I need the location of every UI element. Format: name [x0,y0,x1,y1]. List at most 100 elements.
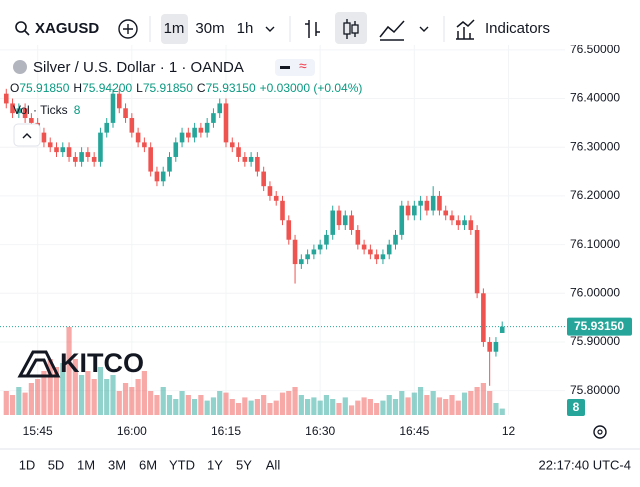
range-button[interactable]: 5D [48,457,65,472]
area-icon[interactable] [379,20,405,41]
volume-bar [399,391,405,415]
volume-bar [160,387,166,415]
volume-bar [487,391,493,415]
y-tick-label: 76.30000 [570,139,620,153]
volume-bar [154,395,160,415]
status-value: 75.94200 [82,81,132,95]
candle-body [129,118,135,133]
volume-bar [330,399,336,415]
indicators-button[interactable]: Indicators [485,20,550,37]
bars-icon[interactable] [305,20,320,38]
volume-bar [461,392,468,415]
volume-title: Vol · Ticks [13,103,68,117]
range-button[interactable]: 6M [139,457,157,472]
collapse-icon [22,133,32,139]
candle-body [229,142,235,148]
candle-body [267,186,273,196]
symbol[interactable]: XAGUSD [35,20,99,37]
candle-body [173,142,179,157]
volume-bar [248,400,254,415]
candle-body [399,205,405,235]
volume-bar [223,392,229,415]
volume-bar [35,379,41,415]
candle-body [22,108,28,119]
candle-body [437,195,442,211]
candle-body [368,249,373,255]
interval-selected [161,14,188,44]
indicators-icon[interactable] [456,19,475,40]
y-tick-label: 76.20000 [570,188,620,202]
y-tick-label: 76.50000 [570,42,620,56]
interval[interactable]: 30m [195,20,224,37]
volume-bar [166,395,173,415]
candle-body [186,132,191,138]
status-label: H [73,81,82,95]
volume-badge-label: 8 [573,400,580,414]
volume-bar [455,400,461,415]
volume-bar [85,371,91,415]
status-value: 75.91850 [143,81,193,95]
volume-badge [567,399,585,416]
volume-bar [323,395,330,415]
volume-bar [392,399,399,415]
interval[interactable]: 1m [164,20,185,37]
range-button[interactable]: 1M [77,457,95,472]
volume-bar [198,395,204,415]
volume-bar [9,395,16,415]
candle-body [79,152,84,162]
range-button[interactable]: 1D [19,457,36,472]
watermark: KITCO [17,348,144,378]
candle-body [286,220,292,240]
candle-body [405,205,411,216]
candle-body [179,132,185,143]
collapse-button[interactable] [13,123,41,147]
compare-button[interactable] [118,19,138,39]
volume-bar [436,397,443,415]
volume-bar [298,395,304,415]
candle-body [110,93,116,123]
candle-body [47,142,53,148]
candle-body [430,195,436,211]
candle-body [154,171,160,182]
range-button[interactable]: 3M [108,457,126,472]
range-button[interactable]: 1Y [207,457,223,472]
candle-body [217,103,223,114]
chevron[interactable] [265,26,275,32]
status-badges [275,59,315,76]
volume-bar [348,405,355,415]
volume-bar [22,392,28,415]
candle-body [386,244,392,255]
y-tick-label: 75.80000 [570,383,620,397]
candle-body [349,215,354,230]
candle-body [468,220,474,230]
candle-body [192,127,197,138]
volume-value: 8 [74,103,81,117]
range-button[interactable]: YTD [169,457,195,472]
candle-body [73,156,78,162]
chart-type-selected [335,12,367,44]
volume-bar [41,371,47,415]
range-button[interactable]: 5Y [236,457,252,472]
volume-bar [129,387,135,415]
volume-bar [355,400,361,415]
volume-bar [3,391,9,415]
candle-body [412,205,417,216]
volume-bar [292,387,298,415]
candle-body [198,127,204,133]
search-icon [24,30,30,36]
candle-body [135,132,141,143]
volume-bar [66,327,72,415]
settings-icon [597,429,603,435]
interval[interactable]: 1h [237,20,254,37]
candle-body [305,254,310,260]
volume-bar [122,383,129,415]
chevron[interactable] [419,26,429,32]
range-button[interactable]: All [266,457,281,472]
volume-bar [380,400,386,415]
search-icon[interactable] [15,21,27,33]
settings-button[interactable] [593,425,607,439]
candle-body [148,147,153,172]
candle-body [292,239,298,265]
x-tick-label: 16:00 [117,424,147,438]
candle-body [299,259,304,265]
